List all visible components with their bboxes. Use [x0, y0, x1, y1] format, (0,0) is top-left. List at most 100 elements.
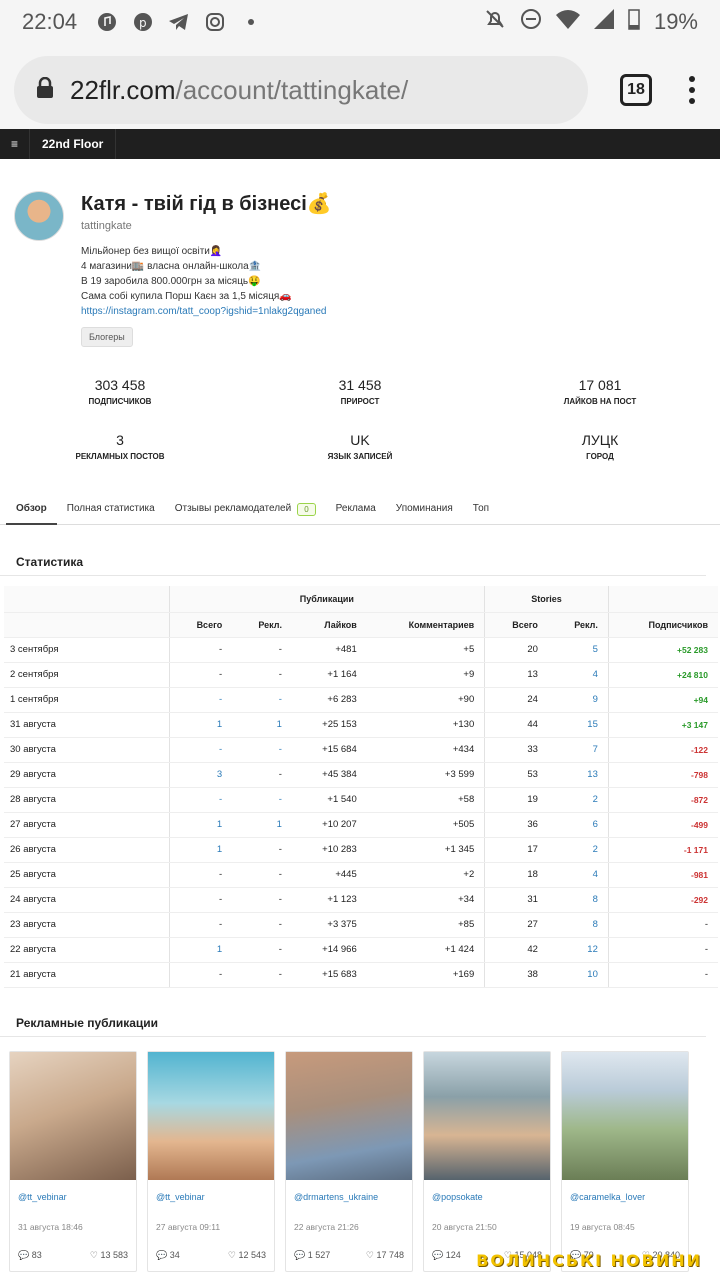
stat-likes-per-post: 17 081 ЛАЙКОВ НА ПОСТ [480, 377, 720, 406]
url-path: /account/tattingkate/ [175, 74, 409, 105]
value-cell[interactable]: 12 [547, 937, 609, 963]
profile-tabs: Обзор Полная статистика Отзывы рекламода… [0, 497, 720, 525]
value-cell: - [607, 962, 718, 988]
value-cell[interactable]: 8 [547, 912, 609, 938]
ad-post-card[interactable]: @caramelka_lover 19 августа 08:45 💬 79 ♡ … [561, 1050, 689, 1272]
bio-line: В 19 заробила 800.000грн за місяць🤑 [81, 276, 261, 287]
ad-posts-list: @tt_vebinar 31 августа 18:46 💬 83 ♡ 13 58… [0, 1037, 720, 1272]
post-image[interactable] [286, 1051, 412, 1180]
hamburger-menu-icon[interactable]: ≡ [0, 129, 30, 159]
ad-post-card[interactable]: @popsokate 20 августа 21:50 💬 124 ♡ 15 04… [423, 1050, 551, 1272]
post-user-link[interactable]: @tt_vebinar [156, 1191, 205, 1202]
likes-count: ♡ 15 048 [503, 1249, 542, 1260]
post-image[interactable] [148, 1051, 274, 1180]
stat-value: 17 081 [578, 377, 622, 393]
stat-value: 3 [116, 432, 124, 448]
post-user-link[interactable]: @popsokate [432, 1191, 483, 1202]
ad-post-card[interactable]: @tt_vebinar 31 августа 18:46 💬 83 ♡ 13 58… [9, 1050, 137, 1272]
tab-top[interactable]: Топ [472, 503, 490, 514]
profile-link[interactable]: https://instagram.com/tatt_coop?igshid=1… [81, 306, 327, 317]
value-cell: 27 [484, 912, 548, 938]
tab-switcher-button[interactable]: 18 [620, 74, 652, 106]
value-cell: +1 540 [291, 787, 367, 813]
value-cell: -499 [607, 812, 718, 838]
value-cell[interactable]: 13 [547, 762, 609, 788]
stat-label: ЯЗЫК ЗАПИСЕЙ [327, 452, 393, 461]
column-header: Подписчиков [607, 612, 718, 638]
table-row: 22 августа 1- +14 966 +1 424 42 12- [4, 937, 718, 963]
value-cell[interactable]: 8 [547, 887, 609, 913]
value-cell: +1 345 [366, 837, 485, 863]
value-cell[interactable]: 7 [547, 737, 609, 763]
date-cell: 24 августа [4, 887, 170, 913]
value-cell: - [169, 912, 233, 938]
browser-menu-icon[interactable] [688, 76, 696, 104]
post-footer: 💬 124 ♡ 15 048 [424, 1232, 550, 1271]
likes-value: 13 583 [100, 1249, 128, 1260]
stat-ad-posts: 3 РЕКЛАМНЫХ ПОСТОВ [0, 432, 240, 461]
stat-value: 303 458 [94, 377, 146, 393]
table-row: 24 августа - - +1 123 +34 31 8 -292 [4, 887, 718, 913]
value-cell: - [232, 662, 292, 688]
stat-label: ПОДПИСЧИКОВ [88, 397, 152, 406]
value-cell: +25 153 [291, 712, 367, 738]
value-cell[interactable]: 1 [232, 812, 292, 838]
site-brand-link[interactable]: 22nd Floor [30, 129, 117, 159]
post-image[interactable] [424, 1051, 550, 1180]
value-cell[interactable]: 15 [547, 712, 609, 738]
stat-label: ПРИРОСТ [340, 397, 380, 406]
post-image[interactable] [562, 1051, 688, 1180]
publications-group-header: Публикации [169, 586, 485, 613]
value-cell[interactable]: 6 [547, 812, 609, 838]
value-cell[interactable]: 1 [169, 712, 233, 738]
likes-value: 15 048 [514, 1249, 542, 1260]
value-cell: - [169, 637, 233, 663]
post-user-link[interactable]: @drmartens_ukraine [294, 1191, 379, 1202]
value-cell[interactable]: 1 [232, 712, 292, 738]
tab-reviews[interactable]: Отзывы рекламодателей 0 [165, 497, 326, 525]
post-image[interactable] [10, 1051, 136, 1180]
table-row: 25 августа - - +445 +2 18 4 -981 [4, 862, 718, 888]
tab-reviews-label: Отзывы рекламодателей [174, 503, 292, 514]
category-tag[interactable]: Блогеры [81, 327, 133, 347]
value-cell: 42 [484, 937, 548, 963]
date-cell: 3 сентября [4, 637, 170, 663]
bio-line: 4 магазини🏬 власна онлайн-школа🏦 [81, 261, 262, 272]
value-cell[interactable]: 4 [547, 662, 609, 688]
value-cell: - [232, 787, 292, 813]
ad-post-card[interactable]: @tt_vebinar 27 августа 09:11 💬 34 ♡ 12 54… [147, 1050, 275, 1272]
value-cell[interactable]: 1 [169, 837, 233, 863]
battery-icon [628, 8, 640, 36]
likes-value: 20 840 [652, 1249, 680, 1260]
value-cell: - [169, 787, 233, 813]
value-cell: +445 [291, 862, 367, 888]
value-cell: - [169, 862, 233, 888]
post-footer: 💬 34 ♡ 12 543 [148, 1232, 274, 1271]
table-row: 26 августа 1- +10 283 +1 345 17 2 -1 171 [4, 837, 718, 863]
value-cell[interactable]: 2 [547, 787, 609, 813]
value-cell[interactable]: 2 [547, 837, 609, 863]
value-cell[interactable]: 9 [547, 687, 609, 713]
address-bar[interactable]: 22flr.com/account/tattingkate/ [14, 56, 588, 124]
telegram-icon [167, 10, 191, 34]
value-cell[interactable]: 5 [547, 637, 609, 663]
tab-mentions[interactable]: Упоминания [395, 503, 453, 514]
date-cell: 1 сентября [4, 687, 170, 713]
post-user-link[interactable]: @tt_vebinar [18, 1191, 67, 1202]
tab-overview[interactable]: Обзор [6, 497, 57, 525]
value-cell: - [232, 937, 292, 963]
value-cell[interactable]: 3 [169, 762, 233, 788]
post-user-link[interactable]: @caramelka_lover [570, 1191, 646, 1202]
value-cell[interactable]: 1 [169, 937, 233, 963]
value-cell: +24 810 [607, 662, 718, 688]
date-cell: 29 августа [4, 762, 170, 788]
value-cell[interactable]: 10 [547, 962, 609, 988]
value-cell[interactable]: 4 [547, 862, 609, 888]
tab-ads[interactable]: Реклама [335, 503, 376, 514]
tab-full-stats[interactable]: Полная статистика [66, 503, 155, 514]
likes-count: ♡ 17 748 [365, 1249, 404, 1260]
value-cell[interactable]: 1 [169, 812, 233, 838]
comments-value: 79 [583, 1249, 594, 1260]
pinterest-icon: p [131, 10, 155, 34]
ad-post-card[interactable]: @drmartens_ukraine 22 августа 21:26 💬 1 … [285, 1050, 413, 1272]
